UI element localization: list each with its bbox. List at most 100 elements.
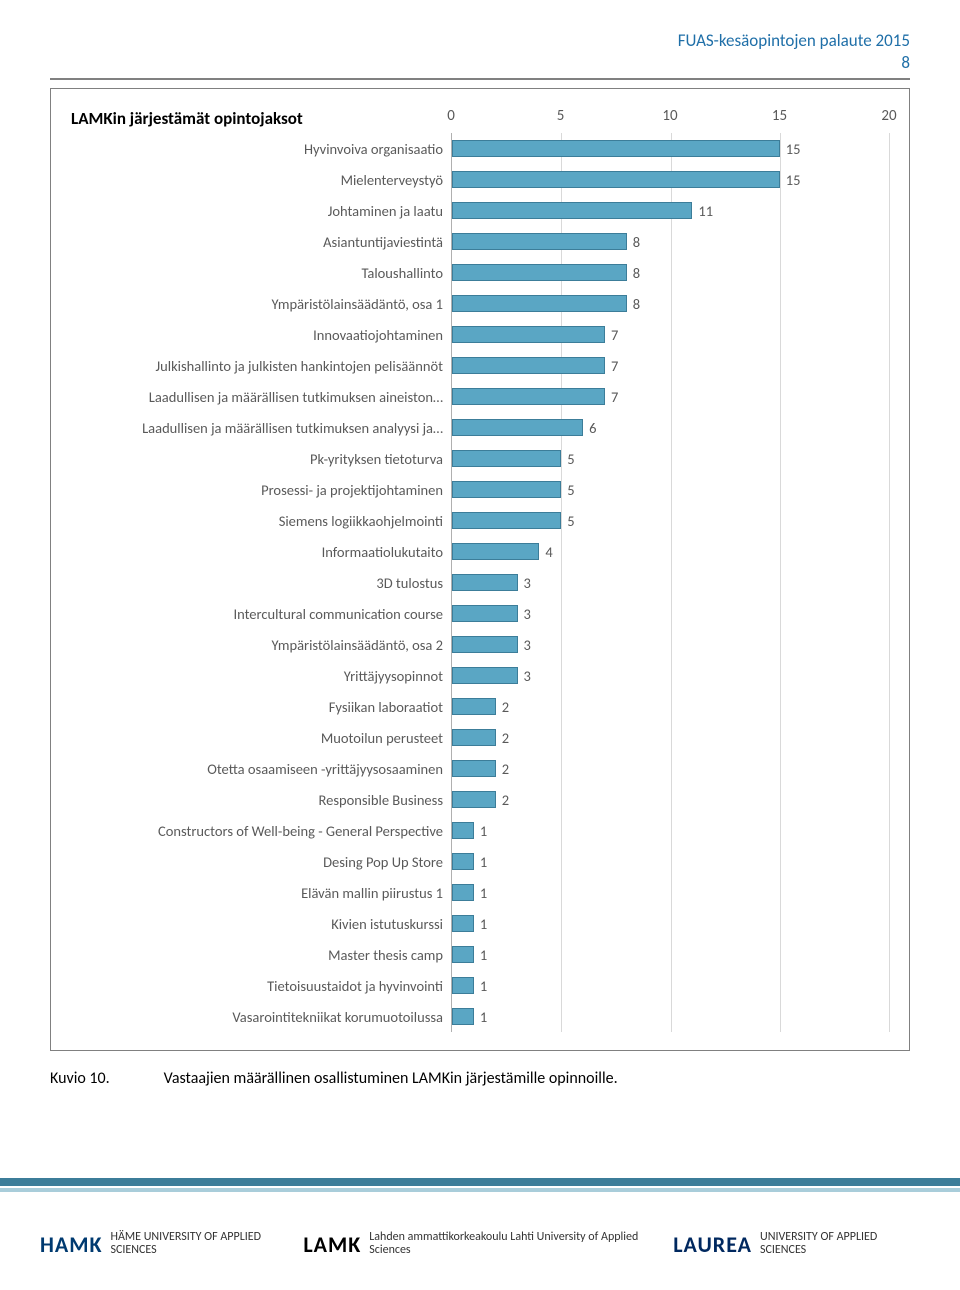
x-tick: 20 <box>881 107 896 125</box>
category-label: Desing Pop Up Store <box>71 846 451 877</box>
category-label: Hyvinvoiva organisaatio <box>71 133 451 164</box>
category-label: Innovaatiojohtaminen <box>71 319 451 350</box>
bar-row: 1 <box>452 908 889 939</box>
bar-row: 3 <box>452 660 889 691</box>
chart-container: LAMKin järjestämät opintojaksot 05101520… <box>50 88 910 1051</box>
chart-title-row: LAMKin järjestämät opintojaksot 05101520 <box>71 107 889 129</box>
bar-row: 2 <box>452 691 889 722</box>
footer-logos: HAMKHÄME UNIVERSITY OF APPLIED SCIENCESL… <box>0 1198 960 1290</box>
bar-value: 5 <box>567 512 574 530</box>
category-label: Yrittäjyysopinnot <box>71 660 451 691</box>
header-line2: 8 <box>50 52 910 74</box>
category-label: Otetta osaamiseen -yrittäjyysosaaminen <box>71 753 451 784</box>
bar-row: 15 <box>452 164 889 195</box>
bar-value: 15 <box>786 140 801 158</box>
x-tick: 15 <box>772 107 787 125</box>
footer-logo: LAMK Lahden ammattikorkeakoulu Lahti Univ… <box>303 1231 673 1258</box>
bar <box>452 760 496 777</box>
bar <box>452 264 627 281</box>
bar-value: 2 <box>502 791 509 809</box>
header-underline <box>50 78 910 80</box>
category-label: Fysiikan laboraatiot <box>71 691 451 722</box>
bar-value: 1 <box>480 853 487 871</box>
bar <box>452 140 780 157</box>
category-label: 3D tulostus <box>71 567 451 598</box>
bar <box>452 1008 474 1025</box>
category-label: Johtaminen ja laatu <box>71 195 451 226</box>
bar-row: 3 <box>452 567 889 598</box>
category-label: Ympäristölainsäädäntö, osa 1 <box>71 288 451 319</box>
stripe-dark <box>0 1178 960 1186</box>
bar <box>452 698 496 715</box>
chart-plot: Hyvinvoiva organisaatioMielenterveystyöJ… <box>71 133 889 1032</box>
bar-row: 1 <box>452 970 889 1001</box>
bar <box>452 822 474 839</box>
bar <box>452 667 518 684</box>
x-tick: 10 <box>662 107 677 125</box>
bar <box>452 202 692 219</box>
category-label: Ympäristölainsäädäntö, osa 2 <box>71 629 451 660</box>
bar-value: 3 <box>524 605 531 623</box>
bar-row: 2 <box>452 722 889 753</box>
x-axis: 05101520 <box>451 107 889 129</box>
bar <box>452 729 496 746</box>
bar <box>452 636 518 653</box>
category-label: Constructors of Well-being - General Per… <box>71 815 451 846</box>
category-label: Taloushallinto <box>71 257 451 288</box>
bar-value: 2 <box>502 698 509 716</box>
bar-row: 7 <box>452 381 889 412</box>
category-label: Laadullisen ja määrällisen tutkimuksen a… <box>71 412 451 443</box>
bar-row: 2 <box>452 784 889 815</box>
category-label: Informaatiolukutaito <box>71 536 451 567</box>
gridline <box>889 133 890 1032</box>
bar-row: 15 <box>452 133 889 164</box>
category-label: Asiantuntijaviestintä <box>71 226 451 257</box>
bar <box>452 295 627 312</box>
category-label: Kivien istutuskurssi <box>71 908 451 939</box>
bar-row: 1 <box>452 815 889 846</box>
figure-caption: Kuvio 10. Vastaajien määrällinen osallis… <box>50 1069 910 1088</box>
bar <box>452 233 627 250</box>
bar-row: 7 <box>452 319 889 350</box>
footer-logo: HAMKHÄME UNIVERSITY OF APPLIED SCIENCES <box>40 1231 303 1258</box>
bar-value: 1 <box>480 884 487 902</box>
bar-value: 3 <box>524 574 531 592</box>
bar <box>452 884 474 901</box>
x-tick: 0 <box>447 107 455 125</box>
bar-value: 1 <box>480 977 487 995</box>
x-tick: 5 <box>557 107 565 125</box>
bar <box>452 326 605 343</box>
logo-subtext: HÄME UNIVERSITY OF APPLIED SCIENCES <box>110 1231 303 1257</box>
logo-mark: LAMK <box>303 1231 361 1258</box>
bar-row: 6 <box>452 412 889 443</box>
bar-row: 11 <box>452 195 889 226</box>
logo-subtext: Lahden ammattikorkeakoulu Lahti Universi… <box>369 1231 673 1257</box>
bar <box>452 853 474 870</box>
category-label: Laadullisen ja määrällisen tutkimuksen a… <box>71 381 451 412</box>
bar-row: 3 <box>452 598 889 629</box>
bar <box>452 946 474 963</box>
bar-value: 7 <box>611 357 618 375</box>
bar-value: 1 <box>480 822 487 840</box>
bar <box>452 419 583 436</box>
bar-row: 8 <box>452 226 889 257</box>
logo-subtext: UNIVERSITY OF APPLIED SCIENCES <box>760 1231 920 1257</box>
bar-value: 1 <box>480 915 487 933</box>
bar-value: 8 <box>633 233 640 251</box>
header-line1: FUAS-kesäopintojen palaute 2015 <box>50 30 910 52</box>
footer-stripes <box>0 1178 960 1198</box>
logo-mark: LAUREA <box>673 1231 752 1258</box>
bar <box>452 791 496 808</box>
category-label: Tietoisuustaidot ja hyvinvointi <box>71 970 451 1001</box>
bar-value: 2 <box>502 729 509 747</box>
caption-text: Vastaajien määrällinen osallistuminen LA… <box>164 1069 618 1088</box>
bar <box>452 388 605 405</box>
category-labels: Hyvinvoiva organisaatioMielenterveystyöJ… <box>71 133 451 1032</box>
category-label: Siemens logiikkaohjelmointi <box>71 505 451 536</box>
bar <box>452 605 518 622</box>
bar-value: 4 <box>545 543 552 561</box>
bar <box>452 481 561 498</box>
bar-value: 1 <box>480 946 487 964</box>
bar <box>452 977 474 994</box>
bar-row: 5 <box>452 443 889 474</box>
